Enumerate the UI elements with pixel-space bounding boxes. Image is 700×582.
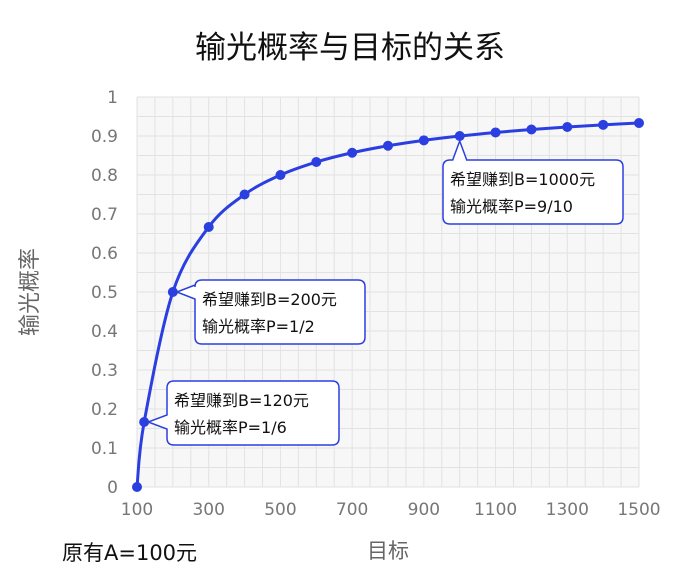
y-tick-label: 0.9 — [91, 127, 118, 147]
data-point — [418, 135, 429, 146]
data-point — [132, 482, 142, 492]
x-tick-label: 1300 — [546, 500, 589, 520]
x-tick-label: 100 — [121, 500, 153, 520]
annotation-text: 希望赚到B=120元 — [174, 391, 309, 410]
annotation-text: 输光概率P=1/2 — [202, 317, 315, 336]
x-tick-label: 300 — [192, 500, 224, 520]
y-tick-label: 0.7 — [91, 205, 118, 225]
annotation-box — [442, 138, 624, 225]
footnote-initial-amount: 原有A=100元 — [62, 541, 198, 565]
data-point — [490, 127, 501, 138]
data-point — [598, 119, 609, 130]
data-point — [167, 287, 178, 297]
y-axis-label: 输光概率 — [18, 247, 43, 337]
x-tick-label: 1500 — [617, 500, 660, 520]
y-tick-label: 1 — [107, 88, 118, 108]
y-tick-label: 0.3 — [91, 361, 118, 381]
y-tick-label: 0.5 — [91, 283, 118, 303]
x-tick-label: 700 — [336, 500, 368, 520]
annotation-text: 希望赚到B=1000元 — [450, 170, 595, 189]
data-point — [347, 147, 358, 158]
x-axis-label: 目标 — [367, 539, 409, 563]
data-point — [139, 416, 150, 427]
annotation-text: 输光概率P=9/10 — [450, 197, 573, 216]
x-tick-label: 900 — [408, 500, 440, 520]
y-tick-label: 0.1 — [91, 439, 118, 459]
chart-title: 输光概率与目标的关系 — [195, 30, 505, 66]
x-tick-label: 500 — [264, 500, 296, 520]
data-point — [526, 124, 537, 135]
data-point — [203, 221, 214, 232]
annotation-text: 输光概率P=1/6 — [174, 418, 287, 437]
data-point — [634, 118, 644, 129]
data-point — [562, 121, 573, 132]
y-tick-label: 0.4 — [91, 322, 118, 342]
data-point — [275, 170, 286, 180]
data-point — [383, 140, 393, 151]
annotation-text: 希望赚到B=200元 — [202, 290, 337, 309]
annotation-box — [146, 380, 340, 446]
y-tick-label: 0.6 — [91, 244, 118, 264]
data-point — [311, 157, 322, 168]
y-tick-label: 0.2 — [91, 400, 118, 420]
x-tick-label: 1100 — [474, 500, 517, 520]
data-point — [239, 189, 250, 200]
annotation-box — [174, 279, 366, 345]
data-point — [454, 131, 465, 141]
y-tick-label: 0.8 — [91, 166, 118, 186]
y-tick-label: 0 — [107, 478, 118, 498]
